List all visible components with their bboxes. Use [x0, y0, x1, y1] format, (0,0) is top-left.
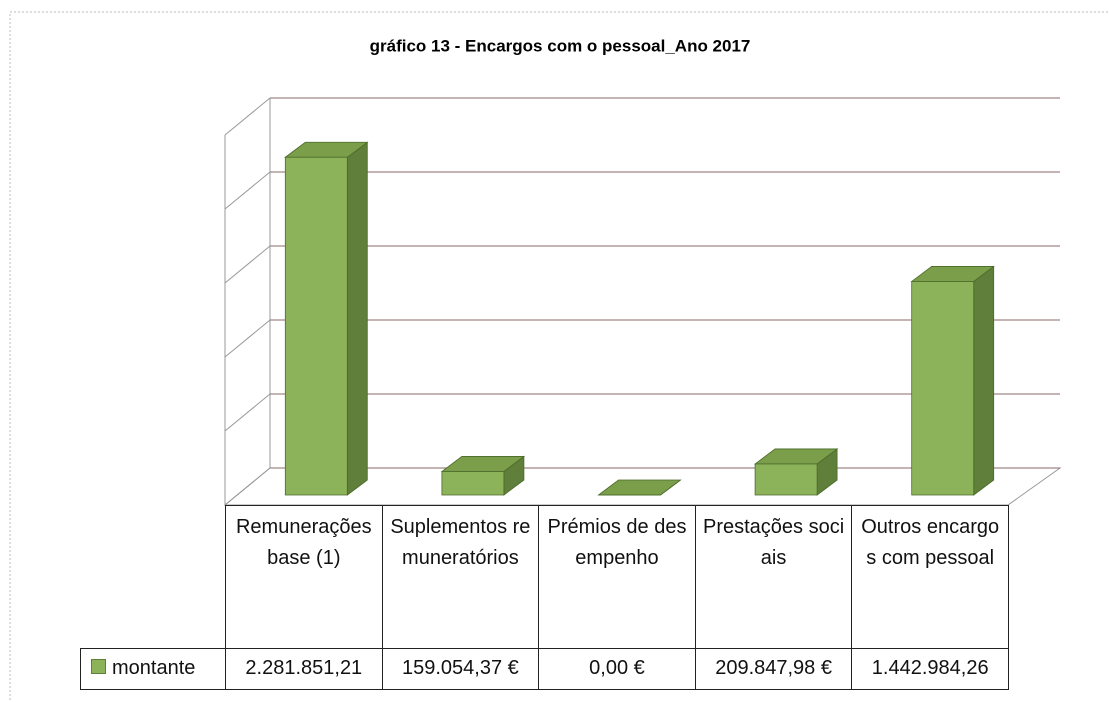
grid-line-side: [224, 393, 271, 432]
chart-title: gráfico 13 - Encargos com o pessoal_Ano …: [370, 36, 751, 55]
legend: montante: [80, 648, 226, 690]
grid-line-side: [224, 97, 271, 136]
value-label: 209.847,98 €: [694, 648, 853, 690]
legend-label: montante: [112, 657, 196, 679]
value-label: 0,00 €: [538, 648, 696, 690]
bar: [284, 141, 369, 496]
frame: [9, 11, 1109, 702]
bar-face: [441, 471, 505, 496]
category-label: Suplementos remuneratórios: [381, 505, 540, 649]
grid-line-side: [224, 467, 271, 506]
grid-line-side: [224, 245, 271, 284]
grid-line-side: [224, 319, 271, 358]
bar: [597, 479, 682, 496]
bar-face: [754, 463, 818, 496]
value-label: 1.442.984,26: [851, 648, 1009, 690]
value-label: 159.054,37 €: [381, 648, 540, 690]
bar: [440, 455, 526, 496]
bar: [910, 265, 995, 496]
category-label: Outros encargos com pessoal: [851, 505, 1009, 649]
bar-face: [346, 141, 368, 496]
bar-face: [973, 265, 995, 496]
legend-swatch: [91, 659, 106, 674]
bar-face: [284, 156, 348, 496]
bar: [753, 448, 839, 496]
value-label: 2.281.851,21: [225, 648, 383, 690]
grid-line-side: [224, 171, 271, 210]
bar-face: [911, 281, 975, 496]
category-label: Prestações sociais: [694, 505, 853, 649]
category-label: Remunerações base (1): [225, 505, 383, 649]
category-label: Prémios de desempenho: [538, 505, 696, 649]
